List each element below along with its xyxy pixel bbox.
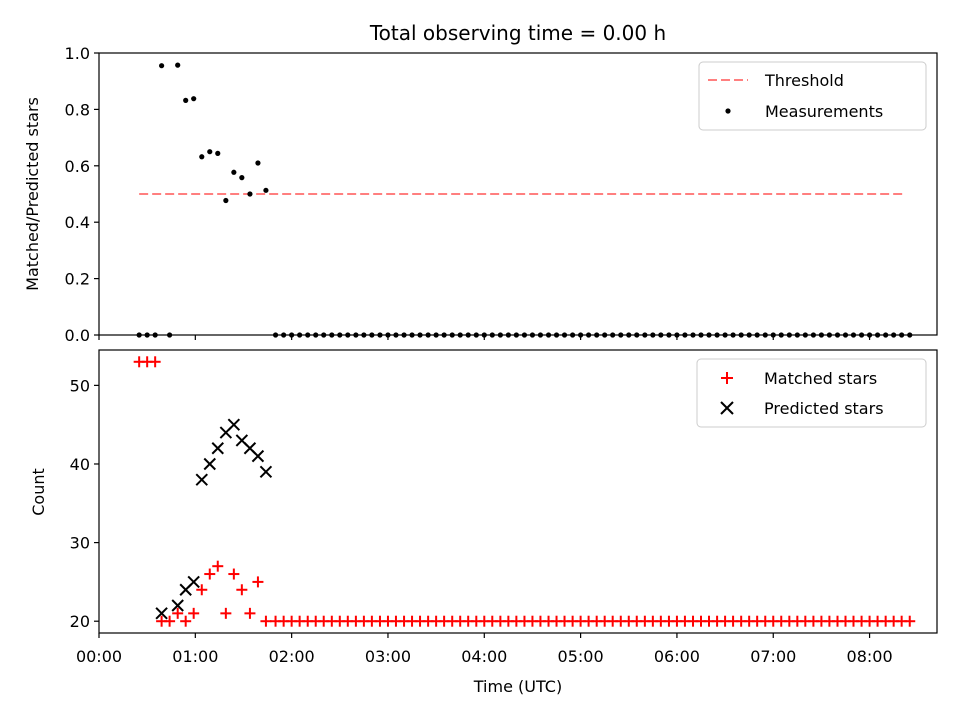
predicted-star-point (211, 442, 224, 455)
measurement-point (207, 149, 213, 155)
matched-star-point (180, 615, 192, 627)
matched-star-point (204, 568, 216, 580)
predicted-star-point (259, 465, 273, 479)
ratio-axes: 0.0 0.2 0.4 0.6 0.8 1.0 (65, 44, 938, 345)
count-legend-frame (696, 358, 927, 428)
count-axes-frame (98, 349, 938, 634)
x-axis-label: Time (UTC) (473, 677, 562, 696)
matched-star-point (149, 356, 161, 368)
measurement-point (223, 197, 229, 204)
measurement-point (175, 62, 181, 68)
x-tick-label: 00:00 (76, 647, 122, 666)
x-tick-label: 05:00 (558, 647, 604, 666)
ratio-legend-frame (698, 61, 927, 131)
count-y-axis-label: Count (29, 468, 48, 516)
count-y-tick-label: 50 (70, 376, 90, 395)
matched-star-point (220, 607, 232, 619)
measurement-point (255, 160, 261, 166)
measurement-point (215, 150, 221, 156)
matched-star-point (236, 584, 248, 596)
measurement-point (159, 63, 165, 69)
matched-star-point (244, 607, 256, 619)
x-tick-label: 04:00 (461, 647, 507, 666)
matched-star-point (196, 584, 208, 596)
legend-predicted-label: Predicted stars (764, 399, 884, 418)
x-tick-label: 07:00 (750, 647, 796, 666)
predicted-star-point (251, 449, 265, 463)
ratio-y-tick-label: 0.4 (65, 213, 90, 232)
legend-matched-swatch (721, 372, 733, 384)
ratio-y-tick-label: 0.6 (65, 157, 90, 176)
predicted-star-point (171, 599, 184, 612)
ratio-plot-marks (136, 62, 913, 338)
count-panel: 20 30 40 50 Count Matched stars Predicted s… (29, 349, 938, 638)
matched-star-point (188, 607, 200, 619)
predicted-star-point (187, 575, 200, 589)
matched-star-point (260, 615, 272, 627)
measurement-point (239, 175, 245, 181)
legend-measurements-label: Measurements (765, 102, 883, 121)
matched-star-point (252, 576, 264, 588)
measurement-point (247, 191, 253, 197)
predicted-star-point (203, 457, 216, 471)
matched-star-point (904, 615, 916, 627)
predicted-star-point (195, 473, 208, 486)
measurement-point (263, 187, 269, 193)
count-axes: 20 30 40 50 (70, 349, 938, 638)
ratio-axes-frame (98, 52, 938, 336)
matched-star-point (164, 615, 176, 627)
legend-threshold-label: Threshold (764, 71, 844, 90)
count-y-tick-label: 20 (70, 612, 90, 631)
x-tick-label: 01:00 (172, 647, 218, 666)
ratio-legend: Threshold Measurements (698, 61, 927, 131)
x-tick-label: 08:00 (847, 647, 893, 666)
count-y-tick-label: 30 (70, 534, 90, 553)
measurement-point (191, 96, 197, 102)
count-legend: Matched stars Predicted stars (696, 358, 927, 428)
count-plot-marks (133, 356, 916, 627)
measurement-point (183, 97, 189, 103)
ratio-y-tick-label: 0.8 (65, 100, 90, 119)
figure-title: Total observing time = 0.00 h (369, 21, 666, 45)
x-tick-label: 06:00 (654, 647, 700, 666)
matched-star-point (172, 607, 184, 619)
legend-measurements-swatch (725, 108, 731, 114)
legend-matched-label: Matched stars (764, 369, 877, 388)
ratio-y-tick-label: 0.0 (65, 326, 90, 345)
count-y-tick-label: 40 (70, 455, 90, 474)
ratio-y-axis-label: Matched/Predicted stars (23, 97, 42, 291)
x-tick-labels: 00:00 01:00 02:00 03:00 04:00 05:00 06:00 07:00… (76, 647, 893, 666)
matched-star-point (212, 560, 224, 572)
measurement-point (231, 169, 237, 175)
matched-star-point (228, 568, 240, 580)
ratio-panel: 0.0 0.2 0.4 0.6 0.8 1.0 Matched/Predicted sta… (23, 44, 938, 345)
ratio-y-tick-label: 1.0 (65, 44, 90, 63)
predicted-star-point (155, 607, 168, 620)
legend-predicted-swatch (720, 401, 734, 415)
measurement-point (199, 154, 205, 160)
predicted-star-point (227, 418, 241, 431)
ratio-y-tick-label: 0.2 (65, 270, 90, 289)
x-tick-label: 03:00 (365, 647, 411, 666)
x-tick-label: 02:00 (269, 647, 315, 666)
